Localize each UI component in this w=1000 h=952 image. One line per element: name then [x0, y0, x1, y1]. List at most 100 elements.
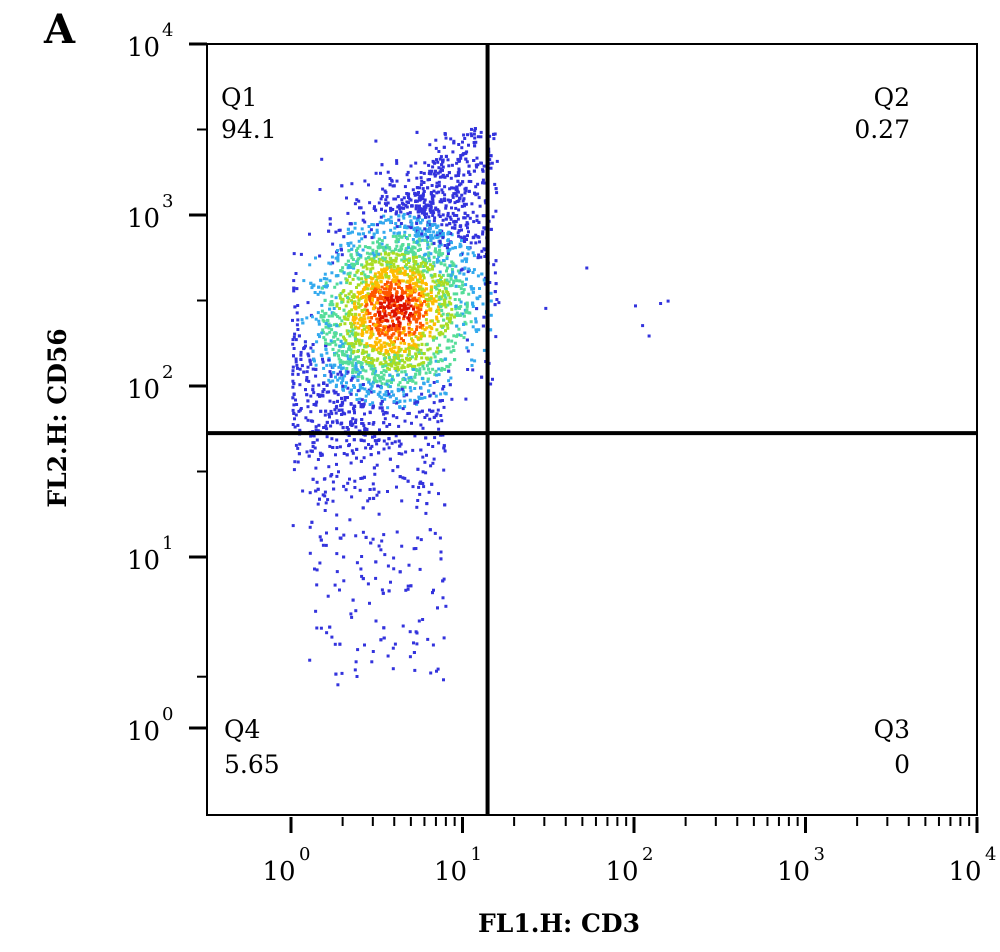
- event-dot: [373, 294, 377, 298]
- event-dot: [465, 338, 469, 342]
- event-dot: [385, 293, 389, 296]
- event-dot: [349, 253, 353, 257]
- event-dot: [353, 411, 356, 415]
- event-dot: [327, 229, 331, 233]
- event-dot: [344, 304, 348, 308]
- event-dot: [291, 396, 295, 400]
- event-dot: [343, 337, 347, 341]
- event-dot: [358, 244, 362, 248]
- event-dot: [475, 296, 479, 300]
- event-dot: [361, 218, 365, 222]
- event-dot: [403, 270, 407, 274]
- event-dot: [414, 200, 418, 203]
- event-dot: [349, 612, 353, 616]
- event-dot: [420, 290, 424, 293]
- event-dot: [389, 285, 393, 289]
- event-dot: [423, 328, 427, 332]
- event-dot: [396, 373, 400, 377]
- event-dot: [441, 290, 445, 294]
- event-dot: [356, 295, 359, 299]
- event-dot: [384, 245, 388, 249]
- event-dot: [360, 339, 364, 343]
- event-dot: [338, 344, 342, 348]
- event-dot: [455, 187, 459, 191]
- event-dot: [335, 419, 339, 423]
- event-dot: [481, 181, 484, 185]
- event-dot: [299, 252, 303, 256]
- event-dot: [427, 215, 431, 219]
- event-dot: [462, 152, 466, 156]
- event-dot: [420, 291, 424, 295]
- event-dot: [367, 443, 370, 446]
- event-dot: [453, 226, 457, 230]
- event-dot: [439, 305, 443, 309]
- event-dot: [488, 134, 492, 138]
- event-dot: [494, 209, 498, 213]
- event-dot: [462, 272, 466, 276]
- event-dot: [386, 490, 389, 493]
- event-dot: [361, 280, 365, 284]
- event-dot: [416, 343, 420, 347]
- event-dot: [418, 194, 422, 198]
- event-dot: [435, 236, 439, 239]
- quadrant-name: Q4: [224, 715, 260, 744]
- event-dot: [451, 195, 455, 199]
- event-dot: [405, 200, 409, 204]
- event-dot: [439, 275, 443, 279]
- event-dot: [403, 311, 407, 315]
- event-dot: [401, 202, 405, 206]
- event-dot: [353, 479, 357, 483]
- event-dot: [416, 499, 420, 502]
- event-dot: [341, 426, 345, 430]
- event-dot: [380, 239, 384, 243]
- event-dot: [483, 276, 487, 280]
- event-dot: [322, 477, 326, 481]
- event-dot: [339, 269, 343, 273]
- event-dot: [336, 372, 340, 376]
- event-dot: [443, 193, 447, 197]
- event-dot: [352, 385, 356, 389]
- event-dot: [411, 266, 415, 270]
- event-dot: [358, 304, 362, 308]
- event-dot: [326, 498, 330, 502]
- y-tick-exponent: 3: [162, 191, 173, 212]
- event-dot: [422, 181, 426, 184]
- event-dot: [373, 367, 377, 370]
- event-dot: [374, 576, 378, 580]
- event-dot: [338, 642, 342, 646]
- event-dot: [448, 199, 452, 203]
- event-dot: [416, 284, 420, 288]
- event-dot: [398, 354, 402, 358]
- event-dot: [435, 317, 439, 321]
- event-dot: [345, 360, 349, 364]
- event-dot: [419, 300, 422, 304]
- event-dot: [424, 297, 428, 301]
- event-dot: [382, 246, 385, 250]
- event-dot: [339, 359, 343, 362]
- event-dot: [432, 457, 436, 461]
- event-dot: [438, 536, 442, 540]
- event-dot: [391, 319, 394, 323]
- event-dot: [474, 320, 478, 324]
- event-dot: [407, 301, 411, 305]
- event-dot: [419, 538, 423, 542]
- event-dot: [458, 197, 461, 200]
- event-dot: [421, 618, 425, 621]
- event-dot: [392, 184, 396, 188]
- event-dot: [453, 219, 457, 223]
- event-dot: [433, 436, 437, 440]
- event-dot: [445, 316, 449, 320]
- event-dot: [340, 381, 343, 385]
- event-dot: [382, 298, 386, 302]
- event-dot: [414, 547, 418, 550]
- event-dot: [417, 350, 421, 354]
- event-dot: [442, 385, 446, 388]
- event-dot: [334, 313, 338, 317]
- event-dot: [463, 266, 467, 270]
- event-dot: [314, 609, 318, 613]
- event-dot: [442, 145, 446, 149]
- event-dot: [353, 357, 357, 361]
- event-dot: [394, 292, 398, 296]
- event-dot: [368, 601, 371, 605]
- event-dot: [438, 343, 442, 347]
